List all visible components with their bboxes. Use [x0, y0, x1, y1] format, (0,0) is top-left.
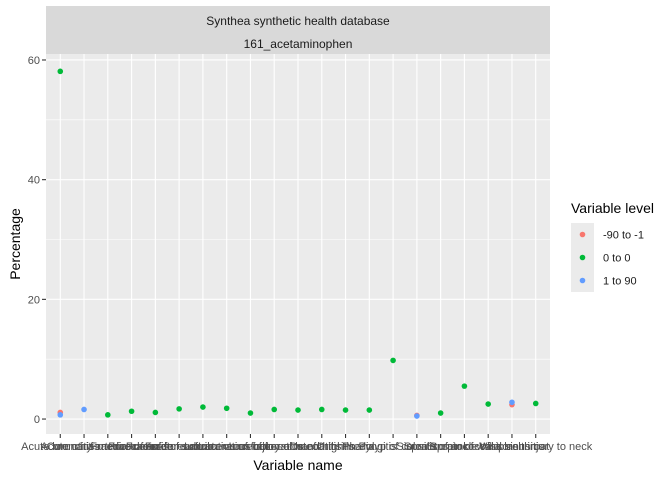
x-tick-label: Fracture of ankle: [90, 441, 173, 453]
data-point: [461, 383, 468, 389]
data-point: [57, 412, 64, 418]
data-point: [342, 407, 349, 413]
legend-label: -90 to -1: [603, 230, 644, 242]
x-axis-title: Variable name: [253, 457, 342, 473]
x-tick-label: Acute otitis media: [41, 441, 129, 453]
y-tick-label: 60: [28, 55, 40, 67]
legend-key-point: [579, 231, 586, 238]
legend-key-point: [579, 277, 586, 284]
data-point: [532, 400, 539, 407]
data-point: [57, 68, 64, 75]
legend-key-point: [579, 254, 586, 261]
data-points: [57, 68, 539, 419]
data-point: [509, 399, 515, 406]
legend-title: Variable level: [571, 200, 654, 216]
y-tick-label: 20: [28, 294, 40, 306]
major-gridlines: [46, 54, 550, 434]
y-tick-label: 40: [28, 175, 40, 187]
data-point: [366, 407, 373, 413]
data-point: [223, 405, 230, 412]
data-point: [81, 406, 87, 413]
data-point: [437, 410, 444, 416]
y-axis-title: Percentage: [7, 208, 23, 280]
x-tick-label: Whiplash injury to neck: [479, 441, 593, 453]
data-point: [128, 408, 135, 415]
data-point: [318, 406, 325, 413]
data-point: [485, 401, 491, 407]
data-point: [105, 412, 111, 418]
x-tick-label: Sprain of wrist: [430, 441, 500, 453]
x-tick-label: Viral sinusitis: [480, 441, 544, 453]
x-tick-label: Fracture of subcutaneous injury: [126, 441, 281, 453]
legend-label: 0 to 0: [603, 253, 631, 265]
data-point: [200, 404, 206, 410]
x-tick-label: Sprain of ankle: [404, 441, 477, 453]
data-point: [390, 357, 396, 364]
x-tick-label: Laceration of thigh: [253, 441, 344, 453]
x-tick-label: Acute bronchitis: [21, 441, 100, 453]
y-tick-label: 0: [34, 414, 40, 426]
data-point: [271, 406, 278, 413]
x-tick-label: Otitis media: [317, 441, 376, 453]
x-tick-label: Pharyngitis: [342, 441, 397, 453]
legend-label: 1 to 90: [603, 276, 637, 288]
x-tick-label: Laceration of foot: [184, 441, 269, 453]
x-tick-label: Polyp of colon: [359, 441, 428, 453]
x-tick-label: Streptococcal sore throat: [427, 441, 549, 453]
data-point: [176, 406, 182, 412]
y-axis: 0 20 40 60: [28, 55, 46, 426]
data-point: [295, 407, 301, 413]
facet-label-concept: 161_acetaminophen: [244, 37, 353, 51]
legend: -90 to -1 0 to 0 1 to 90: [571, 223, 644, 292]
x-tick-label: Osteoarthritis: [289, 441, 355, 453]
x-tick-label: Fracture of forearm: [108, 441, 202, 453]
data-point: [152, 409, 159, 416]
data-point: [247, 410, 254, 416]
x-tick-label: Sinusitis: [396, 441, 437, 453]
x-tick-label: Fracture of rib: [145, 441, 213, 453]
x-tick-label: Coronary arteriosclerosis: [47, 441, 170, 453]
facet-label-database: Synthea synthetic health database: [206, 14, 390, 28]
data-point: [414, 413, 420, 419]
x-tick-label: Laceration of forearm: [198, 441, 303, 453]
x-tick-label: Laceration of hand: [229, 441, 320, 453]
facet-strip: [46, 6, 550, 54]
